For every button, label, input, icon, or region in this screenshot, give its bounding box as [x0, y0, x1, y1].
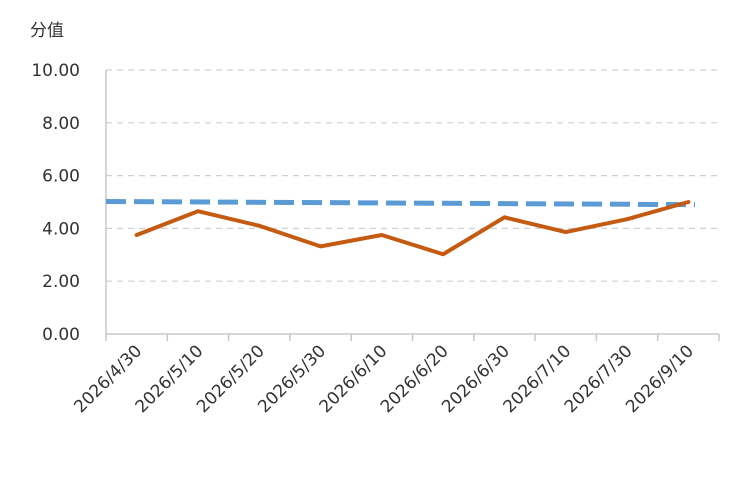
y-tick-label: 0.00	[42, 325, 80, 345]
y-axis-label: 分值	[30, 21, 64, 41]
y-tick-label: 6.00	[42, 167, 80, 187]
series-line-solid	[134, 200, 691, 257]
series-lines	[105, 198, 696, 257]
x-tick-labels: 2026/4/302026/5/102026/5/202026/5/302026…	[70, 341, 697, 417]
y-tick-labels: 0.00 2.00 4.00 6.00 8.00 10.00	[31, 61, 80, 345]
y-tick-label: 4.00	[42, 219, 80, 239]
series-line-dashed	[105, 198, 696, 208]
y-tick-label: 10.00	[31, 61, 80, 81]
gridlines	[106, 69, 719, 282]
y-tick-label: 8.00	[42, 114, 80, 134]
y-tick-label: 2.00	[42, 272, 80, 292]
